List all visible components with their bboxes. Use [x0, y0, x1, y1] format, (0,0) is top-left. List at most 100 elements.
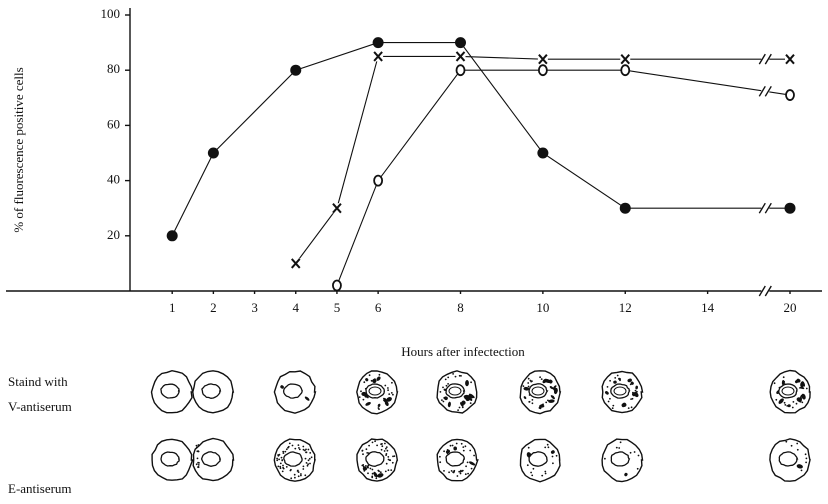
- cell-drawing: [274, 371, 315, 413]
- cell-dot: [631, 406, 633, 408]
- cell-dot: [294, 477, 296, 479]
- cell-dot: [307, 465, 309, 467]
- cell-dot: [363, 381, 365, 383]
- cell-dot: [375, 477, 377, 479]
- cell-nucleus: [161, 452, 179, 466]
- data-point: [167, 230, 178, 241]
- cell-dot: [374, 440, 376, 442]
- cell-dot: [388, 393, 390, 395]
- cell-nucleus: [611, 452, 629, 466]
- cell-dot: [391, 382, 393, 384]
- cell-dot: [545, 402, 547, 404]
- cell-nucleus: [366, 452, 384, 467]
- cell-dot: [530, 472, 532, 474]
- cell-dot: [367, 466, 369, 468]
- cell-dot: [445, 379, 447, 381]
- cell-dot: [796, 403, 798, 405]
- cell-dot: [386, 453, 388, 455]
- cell-drawing: [274, 439, 315, 481]
- cell-dot: [541, 378, 543, 380]
- cell-dot: [389, 459, 391, 461]
- cell-dot: [308, 449, 310, 451]
- cell-nucleus: [529, 452, 547, 466]
- cell-dot: [792, 407, 794, 409]
- cell-dot: [298, 444, 300, 446]
- marker-ring: [621, 65, 629, 75]
- marker-dot: [537, 148, 548, 159]
- cell-dot: [290, 477, 292, 479]
- cell-dot: [309, 452, 311, 454]
- row-label: V-antiserum: [8, 399, 72, 414]
- cell-nucleus: [284, 384, 303, 398]
- cell-dot: [467, 462, 469, 464]
- cell-dot: [283, 468, 285, 470]
- cell-nucleus: [202, 384, 221, 398]
- cell-dot: [309, 458, 311, 460]
- cell-dot: [381, 449, 383, 451]
- data-point: [373, 37, 384, 48]
- marker-dot: [455, 37, 466, 48]
- x-tick-label: 14: [701, 300, 715, 315]
- cell-dot: [796, 443, 798, 445]
- data-point: [456, 51, 466, 61]
- marker-dot: [785, 203, 796, 214]
- cell-drawing: [770, 371, 810, 413]
- cell-drawing: [520, 371, 560, 414]
- cell-dot: [278, 459, 280, 461]
- cell-dot: [637, 468, 639, 470]
- cell-dot: [459, 407, 461, 409]
- cell-dot: [452, 445, 454, 447]
- cell-dot: [394, 455, 396, 457]
- cell-dot: [390, 469, 392, 471]
- x-tick-label: 1: [169, 300, 176, 315]
- cell-dot: [197, 458, 199, 460]
- data-point: [620, 203, 631, 214]
- cell-dot: [384, 443, 386, 445]
- cell-dot: [307, 463, 309, 465]
- cell-dot: [801, 470, 803, 472]
- cell-dot: [371, 380, 373, 382]
- cell-dot: [196, 463, 198, 465]
- data-point: [333, 280, 341, 290]
- cell-dot: [532, 399, 534, 401]
- x-tick-label: 10: [536, 300, 549, 315]
- cell-dot: [527, 382, 529, 384]
- cell-dot: [797, 449, 799, 451]
- row-label: E-antiserum: [8, 481, 72, 496]
- cell-dot: [784, 402, 786, 404]
- cell-dot: [372, 469, 374, 471]
- cell-dot: [276, 458, 278, 460]
- cell-dot: [381, 445, 383, 447]
- cell-dot: [197, 466, 199, 468]
- cell-dot: [439, 456, 441, 458]
- cell-dot: [447, 377, 449, 379]
- cell-dot: [547, 444, 549, 446]
- cell-dot: [368, 445, 370, 447]
- cell-dot: [360, 390, 362, 392]
- series-line: [337, 70, 790, 285]
- cell-drawing: [152, 371, 193, 413]
- cell-dot: [793, 401, 795, 403]
- x-tick-label: 6: [375, 300, 382, 315]
- cell-dot: [785, 441, 787, 443]
- cell-dot: [457, 475, 459, 477]
- cell-dot: [784, 404, 786, 406]
- cell-dot: [453, 471, 455, 473]
- cell-dot: [380, 471, 382, 473]
- marker-ring: [457, 65, 465, 75]
- data-point: [786, 90, 794, 100]
- y-tick-label: 20: [107, 227, 120, 242]
- cell-drawing: [602, 372, 642, 413]
- x-tick-label: 4: [293, 300, 300, 315]
- cell-dot: [612, 407, 614, 409]
- cell-dot: [280, 467, 282, 469]
- series-line: [172, 43, 790, 236]
- data-point: [290, 65, 301, 76]
- cell-dot: [638, 455, 640, 457]
- data-point: [374, 176, 382, 186]
- cell-nucleus: [284, 452, 302, 466]
- cell-dot: [443, 401, 445, 403]
- cell-dot: [544, 447, 546, 449]
- cell-dot: [292, 445, 294, 447]
- marker-ring: [786, 90, 794, 100]
